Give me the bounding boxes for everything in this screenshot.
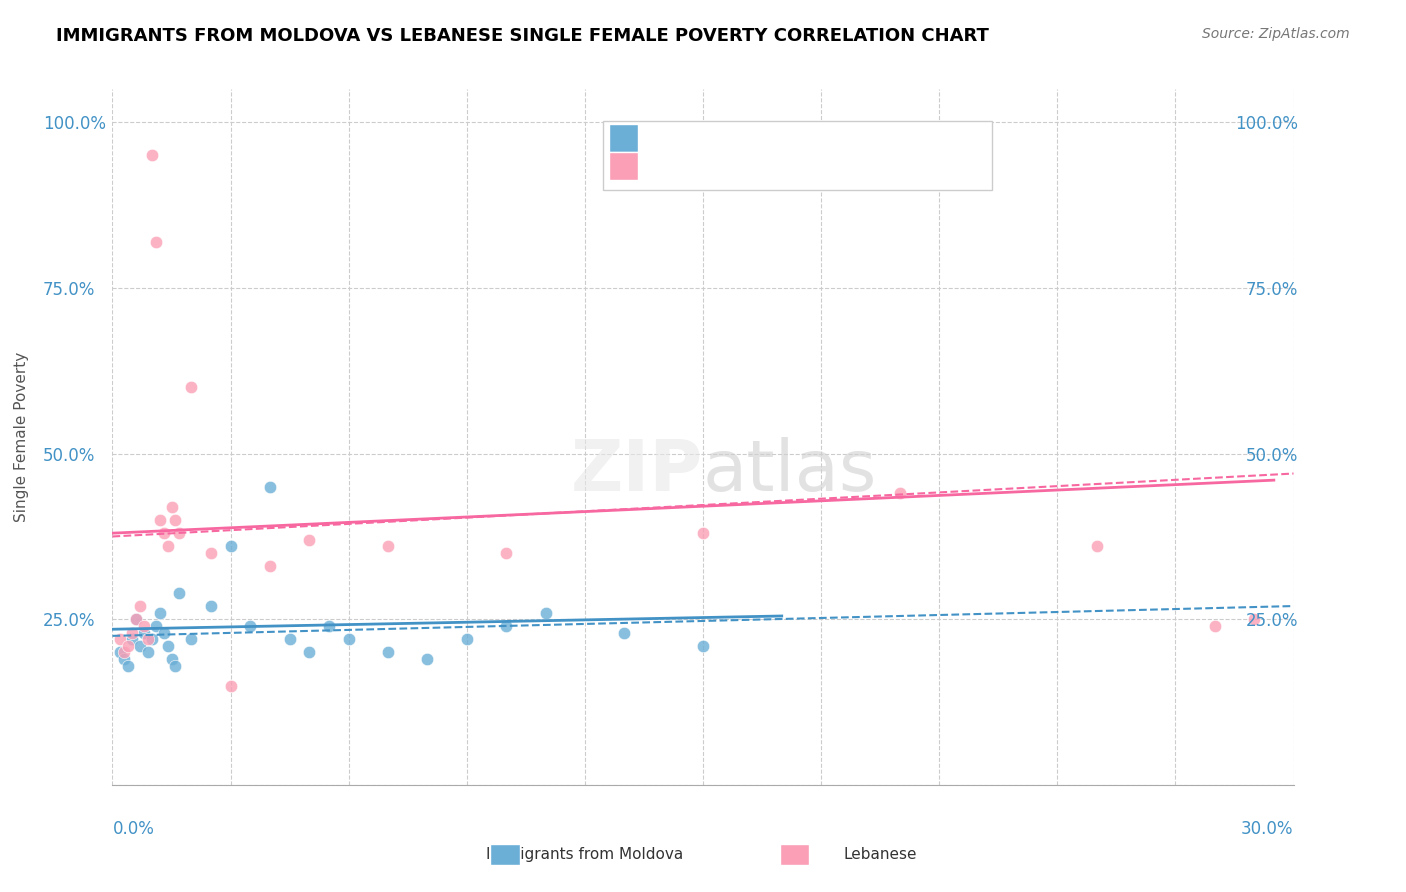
- FancyBboxPatch shape: [609, 152, 638, 179]
- Text: R = 0.091   N = 28: R = 0.091 N = 28: [650, 157, 807, 175]
- FancyBboxPatch shape: [491, 844, 520, 865]
- Point: [200, 546, 222, 560]
- Point: [160, 500, 183, 514]
- Point: [180, 380, 202, 394]
- Text: Immigrants from Moldova: Immigrants from Moldova: [486, 847, 683, 862]
- Point: [298, 533, 321, 547]
- Text: R = 0.053   N = 32: R = 0.053 N = 32: [650, 128, 807, 145]
- Point: [298, 645, 321, 659]
- Point: [149, 513, 172, 527]
- Point: [152, 526, 174, 541]
- Point: [278, 632, 301, 647]
- Point: [125, 612, 148, 626]
- Point: [132, 619, 155, 633]
- Point: [180, 632, 202, 647]
- Point: [152, 625, 174, 640]
- Point: [145, 619, 167, 633]
- FancyBboxPatch shape: [780, 844, 810, 865]
- Point: [117, 658, 139, 673]
- Point: [534, 606, 557, 620]
- Point: [110, 645, 132, 659]
- Point: [495, 546, 517, 560]
- Point: [112, 645, 135, 659]
- Point: [169, 586, 191, 600]
- Point: [318, 619, 340, 633]
- Point: [125, 612, 148, 626]
- Point: [129, 599, 152, 613]
- Point: [219, 679, 242, 693]
- Point: [219, 540, 242, 554]
- Text: Lebanese: Lebanese: [844, 847, 917, 862]
- Point: [156, 540, 179, 554]
- Point: [110, 632, 132, 647]
- Point: [129, 639, 152, 653]
- FancyBboxPatch shape: [603, 120, 993, 190]
- Point: [337, 632, 360, 647]
- Point: [377, 540, 399, 554]
- Point: [132, 625, 155, 640]
- Point: [165, 658, 187, 673]
- Point: [200, 599, 222, 613]
- Point: [117, 639, 139, 653]
- Point: [121, 625, 143, 640]
- Point: [416, 652, 439, 666]
- Point: [495, 619, 517, 633]
- Text: IMMIGRANTS FROM MOLDOVA VS LEBANESE SINGLE FEMALE POVERTY CORRELATION CHART: IMMIGRANTS FROM MOLDOVA VS LEBANESE SING…: [56, 27, 988, 45]
- Text: 30.0%: 30.0%: [1241, 820, 1294, 838]
- Point: [136, 632, 159, 647]
- Point: [692, 526, 714, 541]
- Text: atlas: atlas: [703, 437, 877, 507]
- FancyBboxPatch shape: [609, 124, 638, 152]
- Point: [169, 526, 191, 541]
- Point: [149, 606, 172, 620]
- Point: [889, 486, 911, 500]
- Point: [692, 639, 714, 653]
- Point: [259, 480, 281, 494]
- Point: [156, 639, 179, 653]
- Point: [141, 632, 163, 647]
- Text: Source: ZipAtlas.com: Source: ZipAtlas.com: [1202, 27, 1350, 41]
- Point: [377, 645, 399, 659]
- Point: [1243, 612, 1265, 626]
- Point: [1085, 540, 1108, 554]
- Point: [259, 559, 281, 574]
- Point: [456, 632, 478, 647]
- Point: [145, 235, 167, 249]
- Point: [165, 513, 187, 527]
- Point: [1204, 619, 1226, 633]
- Text: ZIP: ZIP: [571, 437, 703, 507]
- Point: [112, 652, 135, 666]
- Text: 0.0%: 0.0%: [112, 820, 155, 838]
- Point: [613, 625, 636, 640]
- Point: [121, 632, 143, 647]
- Point: [136, 645, 159, 659]
- Point: [160, 652, 183, 666]
- Point: [239, 619, 262, 633]
- Y-axis label: Single Female Poverty: Single Female Poverty: [14, 352, 30, 522]
- Point: [141, 148, 163, 162]
